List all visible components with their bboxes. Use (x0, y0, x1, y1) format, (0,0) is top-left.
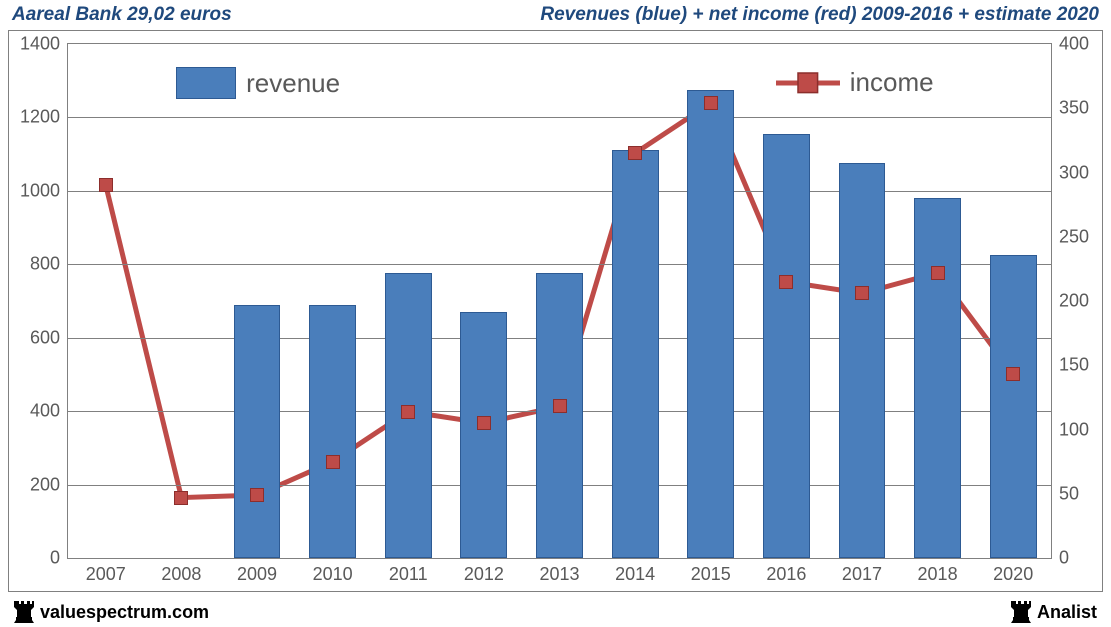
revenue-bar (990, 255, 1037, 558)
footer-right-brand: Analist (1011, 601, 1097, 623)
xtick: 2016 (766, 558, 806, 585)
ytick-left: 1400 (20, 34, 68, 55)
ytick-left: 1000 (20, 180, 68, 201)
income-marker (779, 275, 793, 289)
xtick: 2009 (237, 558, 277, 585)
legend-income-label: income (850, 67, 934, 98)
rook-icon (14, 601, 34, 623)
xtick: 2018 (918, 558, 958, 585)
revenue-bar (234, 305, 281, 558)
footer: valuespectrum.com Analist (8, 601, 1103, 623)
header-right: Revenues (blue) + net income (red) 2009-… (540, 4, 1099, 26)
revenue-bar (612, 150, 659, 558)
revenue-bar (460, 312, 507, 558)
chart-header: Aareal Bank 29,02 euros Revenues (blue) … (0, 0, 1111, 28)
income-marker (1006, 367, 1020, 381)
gridline (68, 191, 1051, 192)
ytick-left: 0 (50, 548, 68, 569)
income-marker (477, 416, 491, 430)
xtick: 2012 (464, 558, 504, 585)
income-marker (401, 405, 415, 419)
ytick-right: 200 (1051, 291, 1089, 312)
revenue-bar (763, 134, 810, 558)
chart-container: 0 200 400 600 800 1000 1200 1400 0 50 100 150 200 250… (8, 30, 1103, 592)
ytick-left: 200 (30, 474, 68, 495)
ytick-right: 300 (1051, 162, 1089, 183)
xtick: 2020 (993, 558, 1033, 585)
legend-revenue-label: revenue (246, 68, 340, 99)
xtick: 2007 (86, 558, 126, 585)
ytick-left: 400 (30, 401, 68, 422)
ytick-right: 100 (1051, 419, 1089, 440)
xtick: 2013 (539, 558, 579, 585)
footer-left-label: valuespectrum.com (40, 602, 209, 623)
legend-revenue-swatch (176, 67, 236, 99)
legend-income-swatch (776, 73, 840, 93)
plot-area: 0200400600800100012001400050100150200250… (67, 43, 1052, 559)
income-marker (326, 455, 340, 469)
legend-revenue: revenue (176, 67, 340, 99)
income-marker (174, 491, 188, 505)
rook-icon (1011, 601, 1031, 623)
revenue-bar (536, 273, 583, 558)
revenue-bar (687, 90, 734, 558)
income-marker (931, 266, 945, 280)
income-marker (99, 178, 113, 192)
revenue-bar (309, 305, 356, 558)
ytick-right: 350 (1051, 98, 1089, 119)
legend-income: income (776, 67, 934, 98)
revenue-bar (839, 163, 886, 558)
ytick-right: 400 (1051, 34, 1089, 55)
xtick: 2014 (615, 558, 655, 585)
footer-right-label: Analist (1037, 602, 1097, 623)
header-left: Aareal Bank 29,02 euros (12, 4, 232, 26)
ytick-right: 150 (1051, 355, 1089, 376)
xtick: 2017 (842, 558, 882, 585)
xtick: 2010 (313, 558, 353, 585)
xtick: 2011 (389, 558, 428, 585)
xtick: 2008 (161, 558, 201, 585)
income-marker (250, 488, 264, 502)
income-marker (855, 286, 869, 300)
revenue-bar (914, 198, 961, 558)
footer-left-brand: valuespectrum.com (14, 601, 209, 623)
ytick-left: 1200 (20, 107, 68, 128)
ytick-right: 250 (1051, 226, 1089, 247)
ytick-left: 800 (30, 254, 68, 275)
ytick-right: 0 (1051, 548, 1069, 569)
xtick: 2015 (691, 558, 731, 585)
income-marker (704, 96, 718, 110)
gridline (68, 264, 1051, 265)
ytick-right: 50 (1051, 483, 1079, 504)
income-marker (553, 399, 567, 413)
ytick-left: 600 (30, 327, 68, 348)
income-marker (628, 146, 642, 160)
gridline (68, 117, 1051, 118)
